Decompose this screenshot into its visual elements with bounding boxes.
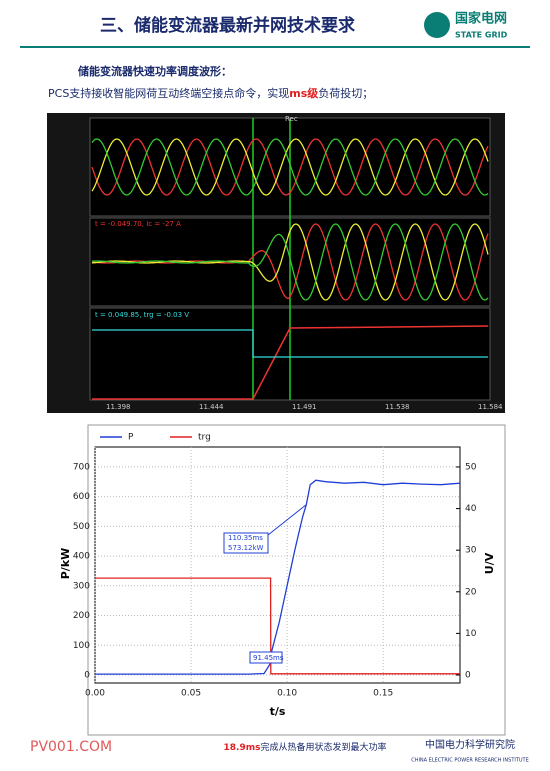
- annotation-box: [223, 532, 269, 554]
- description: PCS支持接收智能网荷互动终端空接点命令，实现ms级负荷投切；: [48, 86, 373, 100]
- desc-text: 负荷投切；: [318, 86, 373, 100]
- x-tick-label: 0.15: [373, 689, 393, 699]
- footer-text: 完成从热备用状态发到最大功率: [260, 741, 386, 753]
- logo-cn: 国家电网: [455, 11, 507, 27]
- y-tick-label: 500: [73, 522, 90, 532]
- x-tick-label: 0.00: [85, 689, 105, 699]
- subtitle: 储能变流器快速功率调度波形：: [78, 64, 232, 78]
- legend-label: trg: [198, 433, 211, 443]
- y-tick-label: 300: [73, 581, 90, 591]
- y2-tick-label: 40: [465, 504, 477, 514]
- scope-wave: [91, 223, 489, 301]
- scope-wave: [91, 138, 489, 196]
- y2-tick-label: 10: [465, 629, 477, 639]
- y-tick-label: 200: [73, 611, 90, 621]
- y2-tick-label: 30: [465, 546, 477, 556]
- y-tick-label: 0: [84, 671, 90, 681]
- scope-time-label: 11.398: [106, 403, 131, 411]
- scope-wave: [91, 138, 489, 196]
- annotation-arrow: [267, 504, 307, 536]
- logo-icon: [424, 12, 450, 38]
- scope-readout: t = -0.049.70, Ic = -27 A: [95, 220, 181, 228]
- header-title: 三、储能变流器最新并网技术要求: [100, 15, 355, 36]
- logo-en: STATE GRID: [455, 31, 508, 40]
- scope-trace: [92, 329, 488, 358]
- footer-site: PV001.COM: [30, 739, 112, 755]
- scope-trace: [92, 325, 489, 400]
- y-tick-label: 600: [73, 492, 90, 502]
- annotation: 110.35ms: [228, 534, 263, 542]
- scope-time-label: 11.491: [292, 403, 317, 411]
- scope-time-label: 11.538: [385, 403, 410, 411]
- annotation: 91.45ms: [253, 654, 284, 662]
- chart: 0 100 200 300 400 500 600 700 0 10 20 30 40 50 0.00 0.0…: [59, 433, 496, 719]
- footer-org: 中国电力科学研究院: [425, 738, 515, 751]
- scope-marker: Rec: [285, 115, 298, 123]
- y-axis-label: P/kW: [59, 548, 72, 580]
- annotation: 573.12kW: [228, 544, 264, 552]
- y2-tick-label: 50: [465, 462, 477, 472]
- scope-wave: [92, 223, 489, 301]
- y2-tick-label: 0: [465, 671, 471, 681]
- annotation-box: [249, 651, 283, 664]
- x-tick-label: 0.10: [277, 689, 297, 699]
- y-tick-label: 400: [73, 552, 90, 562]
- y-tick-label: 100: [73, 641, 90, 651]
- scope-image: Rec t = -0.049.70, Ic = -27 A t = 0.049.…: [47, 113, 505, 413]
- series-line: [95, 577, 460, 675]
- x-tick-label: 0.05: [181, 689, 201, 699]
- y2-axis-label: U/V: [483, 552, 496, 574]
- scope-time-label: 11.444: [199, 403, 224, 411]
- scope-wave: [91, 138, 489, 196]
- footer-org-en: CHINA ELECTRIC POWER RESEARCH INSTITUTE: [411, 758, 529, 764]
- desc-highlight: ms级: [289, 86, 319, 100]
- scope-readout: t = 0.049.85, trg = -0.03 V: [95, 311, 189, 319]
- scope-time-label: 11.584: [478, 403, 503, 411]
- y-tick-label: 700: [73, 462, 90, 472]
- footer-highlight: 18.9ms: [224, 743, 261, 753]
- plot-area: [94, 446, 461, 684]
- x-axis-label: t/s: [270, 705, 286, 718]
- series-line: [95, 479, 461, 675]
- desc-text: PCS支持接收智能网荷互动终端空接点命令，实现: [48, 86, 289, 100]
- legend-label: P: [128, 433, 134, 443]
- footer-note: 18.9ms完成从热备用状态发到最大功率: [224, 741, 387, 753]
- y2-tick-label: 20: [465, 587, 477, 597]
